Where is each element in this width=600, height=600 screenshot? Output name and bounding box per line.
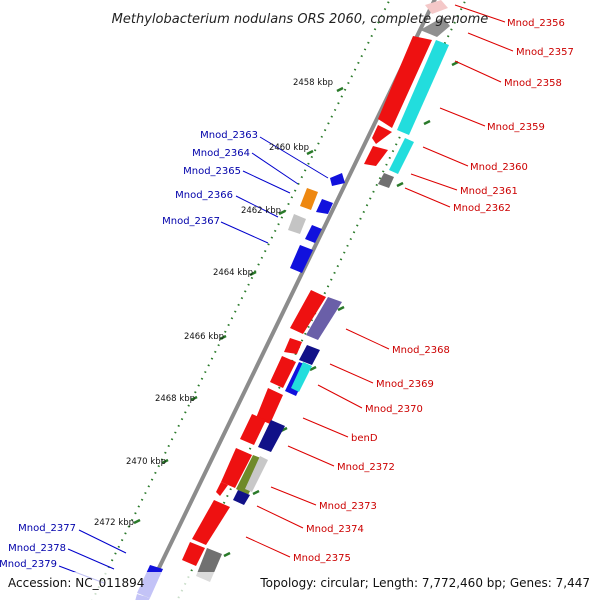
gene-mnod-2369-red[interactable] (284, 338, 302, 354)
map-title: Methylobacterium nodulans ORS 2060, comp… (112, 12, 489, 27)
gene-mnod-2359-red[interactable] (372, 125, 392, 144)
gene-mnod-2360-red[interactable] (364, 146, 388, 166)
kbp-label: 2472 kbp (94, 518, 134, 528)
kbp-tick (249, 270, 257, 277)
kbp-label: 2462 kbp (241, 206, 281, 216)
kbp-label: 2470 kbp (126, 457, 166, 467)
kbp-tick (133, 518, 141, 525)
gene-label-mnod-2379[interactable]: Mnod_2379 (0, 559, 57, 570)
inner-tick (252, 489, 260, 496)
kbp-label: 2460 kbp (269, 143, 309, 153)
gene-label-mnod-2375[interactable]: Mnod_2375 (293, 553, 351, 564)
gene-label-mnod-2372[interactable]: Mnod_2372 (337, 462, 395, 473)
gene-bend-red[interactable] (256, 388, 283, 424)
gene-mnod-2373-b[interactable] (245, 456, 268, 492)
gene-mnod-2372[interactable] (221, 448, 252, 488)
gene-label-mnod-2359[interactable]: Mnod_2359 (487, 122, 545, 133)
gene-label-mnod-2356[interactable]: Mnod_2356 (507, 18, 565, 29)
gene-bend[interactable] (258, 420, 285, 452)
kbp-tick (306, 149, 314, 156)
gene-label-mnod-2362[interactable]: Mnod_2362 (453, 203, 511, 214)
gene-mnod-2368[interactable] (290, 290, 326, 334)
inner-tick (223, 551, 231, 558)
gene-label-mnod-2366[interactable]: Mnod_2366 (175, 190, 233, 201)
gene-label-bend[interactable]: benD (351, 433, 378, 444)
footer-backdrop (0, 572, 600, 600)
gene-label-mnod-2378[interactable]: Mnod_2378 (8, 543, 66, 554)
gene-mnod-2358[interactable] (378, 36, 432, 128)
gene-label-mnod-2357[interactable]: Mnod_2357 (516, 47, 574, 58)
inner-tick (337, 305, 345, 312)
gene-label-mnod-2369[interactable]: Mnod_2369 (376, 379, 434, 390)
gene-mnod-2362[interactable] (378, 173, 394, 188)
inner-tick (451, 60, 459, 67)
gene-label-mnod-2365[interactable]: Mnod_2365 (183, 166, 241, 177)
kbp-label: 2458 kbp (293, 78, 333, 88)
gene-label-mnod-2374[interactable]: Mnod_2374 (306, 524, 364, 535)
gene-label-mnod-2368[interactable]: Mnod_2368 (392, 345, 450, 356)
gene-mnod-2375[interactable] (182, 542, 205, 566)
gene-mnod-2360[interactable] (389, 138, 414, 174)
gene-label-mnod-2358[interactable]: Mnod_2358 (504, 78, 562, 89)
gene-mnod-2366-blue[interactable] (305, 225, 322, 243)
gene-label-mnod-2373[interactable]: Mnod_2373 (319, 501, 377, 512)
gene-label-mnod-2367[interactable]: Mnod_2367 (162, 216, 220, 227)
kbp-label: 2468 kbp (155, 394, 195, 404)
gene-mnod-2370-red[interactable] (270, 356, 296, 388)
gene-mnod-2372-red[interactable] (240, 414, 266, 445)
kbp-tick (336, 86, 344, 93)
gene-label-mnod-2377[interactable]: Mnod_2377 (18, 523, 76, 534)
kbp-label: 2464 kbp (213, 268, 253, 278)
gene-mnod-2363[interactable] (330, 173, 345, 186)
gene-mnod-2369[interactable] (299, 345, 320, 365)
gene-label-mnod-2364[interactable]: Mnod_2364 (192, 148, 250, 159)
gene-label-mnod-2360[interactable]: Mnod_2360 (470, 162, 528, 173)
gene-label-mnod-2361[interactable]: Mnod_2361 (460, 186, 518, 197)
accession-text: Accession: NC_011894 (8, 576, 144, 590)
inner-tick (309, 365, 317, 372)
gene-label-mnod-2363[interactable]: Mnod_2363 (200, 130, 258, 141)
gene-mnod-2365[interactable] (300, 188, 318, 210)
gene-mnod-2374[interactable] (192, 500, 230, 545)
left-leader-lines (58, 136, 329, 584)
gene-mnod-2374-navy[interactable] (233, 490, 250, 505)
gene-mnod-2370-cyan[interactable] (291, 362, 312, 392)
gene-mnod-2374-small[interactable] (216, 482, 228, 496)
right-leader-lines (245, 4, 514, 558)
kbp-label: 2466 kbp (184, 332, 224, 342)
kbp-tick (219, 334, 227, 341)
gene-mnod-2356[interactable] (425, 0, 448, 14)
gene-mnod-2364[interactable] (316, 199, 333, 214)
gene-mnod-2366[interactable] (288, 214, 306, 234)
topology-text: Topology: circular; Length: 7,772,460 bp… (259, 576, 590, 590)
outer-dotted-guide (91, 0, 391, 600)
inner-tick (396, 181, 404, 188)
gene-mnod-2367[interactable] (290, 245, 313, 273)
kbp-tick (278, 209, 286, 216)
gene-mnod-2359[interactable] (397, 40, 449, 135)
inner-tick (423, 119, 431, 126)
gene-mnod-2368-b[interactable] (306, 297, 342, 340)
gene-mnod-2357[interactable] (420, 17, 450, 37)
gene-label-mnod-2370[interactable]: Mnod_2370 (365, 404, 423, 415)
kbp-tick (190, 395, 198, 402)
kbp-tick (161, 458, 169, 465)
